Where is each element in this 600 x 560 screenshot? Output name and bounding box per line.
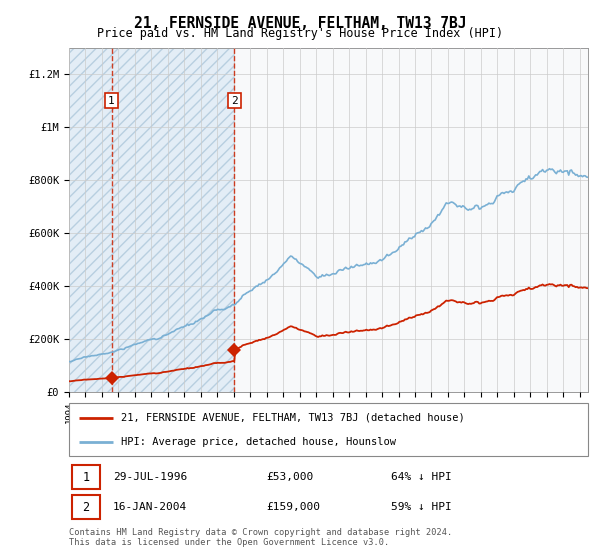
Text: 29-JUL-1996: 29-JUL-1996 xyxy=(113,472,187,482)
Text: 2: 2 xyxy=(231,96,238,106)
Text: 64% ↓ HPI: 64% ↓ HPI xyxy=(391,472,452,482)
Text: Contains HM Land Registry data © Crown copyright and database right 2024.
This d: Contains HM Land Registry data © Crown c… xyxy=(69,528,452,547)
Text: 16-JAN-2004: 16-JAN-2004 xyxy=(113,502,187,512)
Text: £159,000: £159,000 xyxy=(266,502,320,512)
Bar xyxy=(69,48,235,392)
Bar xyxy=(69,48,235,392)
FancyBboxPatch shape xyxy=(71,465,100,489)
FancyBboxPatch shape xyxy=(69,403,588,456)
Text: 1: 1 xyxy=(108,96,115,106)
Text: 21, FERNSIDE AVENUE, FELTHAM, TW13 7BJ: 21, FERNSIDE AVENUE, FELTHAM, TW13 7BJ xyxy=(134,16,466,31)
Text: HPI: Average price, detached house, Hounslow: HPI: Average price, detached house, Houn… xyxy=(121,437,396,447)
Text: £53,000: £53,000 xyxy=(266,472,313,482)
Text: 2: 2 xyxy=(82,501,89,514)
Text: 21, FERNSIDE AVENUE, FELTHAM, TW13 7BJ (detached house): 21, FERNSIDE AVENUE, FELTHAM, TW13 7BJ (… xyxy=(121,413,464,423)
Text: 59% ↓ HPI: 59% ↓ HPI xyxy=(391,502,452,512)
Text: Price paid vs. HM Land Registry's House Price Index (HPI): Price paid vs. HM Land Registry's House … xyxy=(97,27,503,40)
FancyBboxPatch shape xyxy=(71,496,100,519)
Text: 1: 1 xyxy=(82,471,89,484)
